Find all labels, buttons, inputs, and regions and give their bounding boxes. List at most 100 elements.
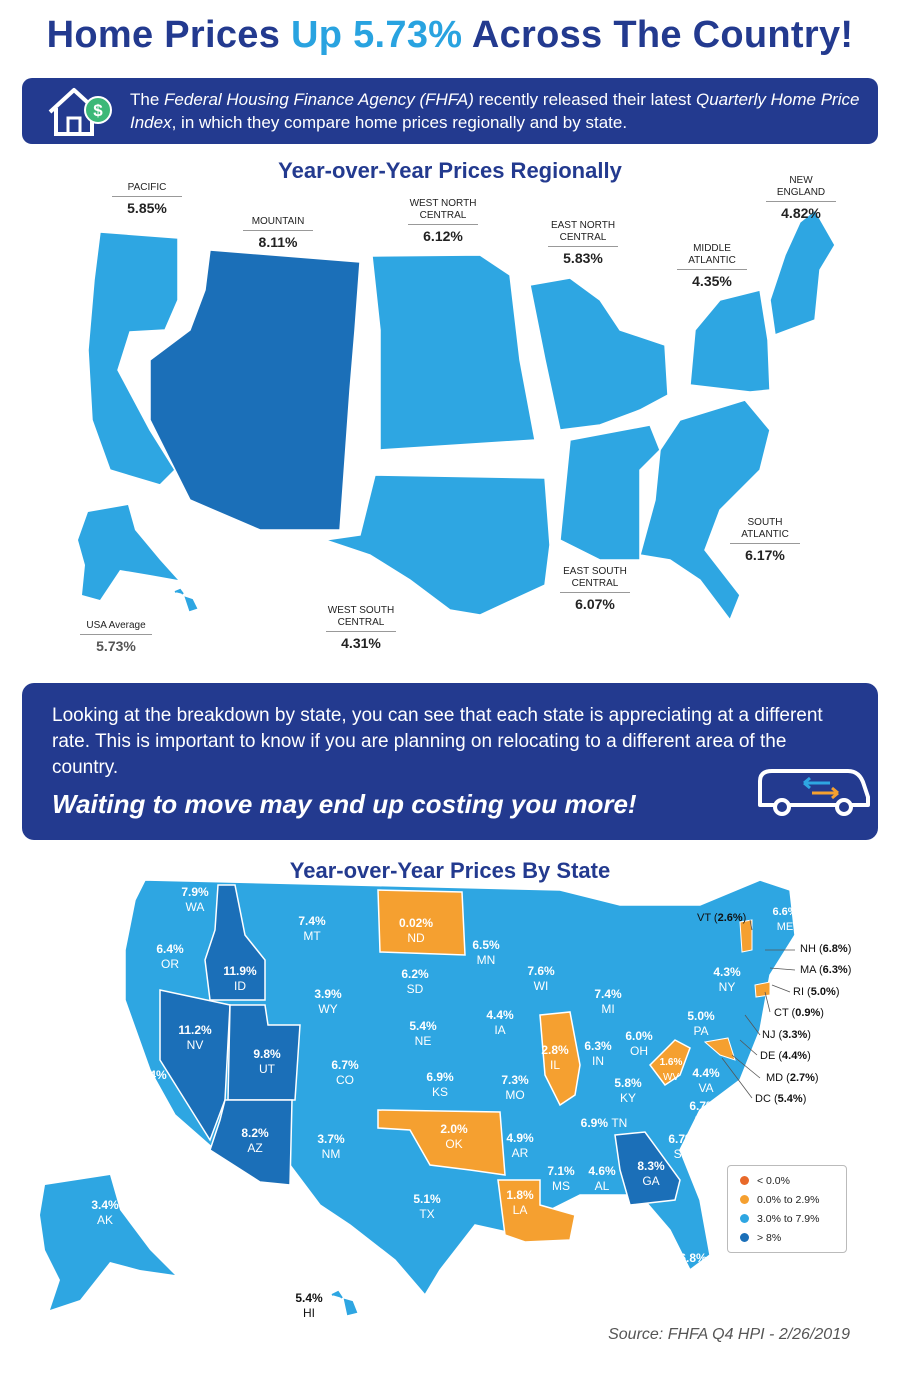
state-label-id: 11.9% ID: [223, 964, 257, 993]
state-label-nm: 3.7% NM: [317, 1132, 345, 1161]
state-label-ky: 5.8% KY: [614, 1076, 642, 1105]
state-label-va: 4.4% VA: [692, 1066, 720, 1095]
state-wv-shape: [649, 1039, 691, 1087]
state-label-wy: 3.9% WY: [314, 987, 342, 1016]
state-label-ga: 8.3% GA: [637, 1159, 665, 1188]
state-label-hi: 5.4% HI: [295, 1291, 323, 1320]
state-section-title: Year-over-Year Prices By State: [289, 858, 611, 883]
message-banner: Looking at the breakdown by state, you c…: [22, 683, 878, 840]
state-label-oh: 6.0% OH: [625, 1029, 653, 1058]
state-label-ks: 6.9% KS: [426, 1070, 454, 1099]
callout-dc: DC (5.4%): [755, 1093, 807, 1105]
state-label-ms: 7.1% MS: [547, 1164, 575, 1193]
state-label-wa: 7.9% WA: [181, 885, 209, 914]
state-label-al: 4.6% AL: [588, 1164, 616, 1193]
state-ct-shape: [754, 981, 771, 998]
moving-van-icon: [752, 761, 872, 826]
title-highlight: Up 5.73%: [291, 14, 463, 56]
intro-banner: $ The Federal Housing Finance Agency (FH…: [22, 78, 878, 144]
state-label-wi: 7.6% WI: [527, 964, 555, 993]
state-ak-shape: [40, 1175, 175, 1310]
region-label-middle-atlantic: MIDDLE ATLANTIC 4.35%: [677, 243, 747, 290]
region-alaska-shape: [78, 505, 178, 600]
state-label-nd: 0.02% ND: [398, 916, 434, 945]
state-label-ia: 4.4% IA: [486, 1008, 514, 1037]
region-label-west-south-central: WEST SOUTH CENTRAL 4.31%: [326, 605, 396, 651]
house-dollar-icon: $: [44, 84, 118, 145]
state-label-mt: 7.4% MT: [298, 914, 326, 943]
svg-text:$: $: [93, 101, 103, 120]
state-label-ny: 4.3% NY: [713, 965, 741, 994]
state-label-la: 1.8% LA: [506, 1188, 534, 1217]
regional-map: [78, 208, 836, 622]
state-nv-shape: [159, 989, 231, 1142]
state-label-sd: 6.2% SD: [401, 967, 429, 996]
legend-swatch: [740, 1214, 749, 1223]
callout-ct: CT (0.9%): [774, 1007, 824, 1019]
legend-swatch: [740, 1233, 749, 1242]
state-ok-shape: [377, 1109, 506, 1176]
state-label-nc: 6.7% NC: [689, 1099, 717, 1128]
region-label-east-north-central: EAST NORTH CENTRAL 5.83%: [548, 220, 618, 267]
region-label-pacific: PACIFIC 5.85%: [112, 182, 182, 217]
region-mountain-shape: [149, 249, 361, 531]
state-az-shape: [209, 1099, 293, 1186]
state-vt-shape: [739, 919, 753, 953]
state-label-nv: 11.2% NV: [178, 1023, 212, 1052]
callout-ri: RI (5.0%): [793, 986, 840, 998]
region-pacific-shape: [87, 231, 179, 486]
region-label-new-england: NEW ENGLAND 4.82%: [766, 175, 836, 222]
region-label-east-south-central: EAST SOUTH CENTRAL 6.07%: [560, 566, 630, 613]
state-label-mn: 6.5% MN: [472, 938, 500, 967]
legend-item: > 8%: [740, 1228, 846, 1247]
legend-item: < 0.0%: [740, 1171, 846, 1190]
callout-vt: VT (2.6%): [697, 912, 747, 924]
regional-section-title: Year-over-Year Prices Regionally: [278, 158, 622, 183]
state-ga-shape: [614, 1131, 681, 1206]
state-nd-shape: [377, 889, 466, 956]
region-label-south-atlantic: SOUTH ATLANTIC 6.17%: [730, 517, 800, 564]
region-east-south-central-shape: [559, 424, 661, 561]
callout-md: MD (2.7%): [766, 1072, 819, 1084]
region-west-north-central-shape: [371, 254, 536, 451]
message-emphasis: Waiting to move may end up costing you m…: [52, 789, 637, 819]
legend-item: 3.0% to 7.9%: [740, 1209, 846, 1228]
state-label-ne: 5.4% NE: [409, 1019, 437, 1048]
region-label-usa-average: USA Average 5.73%: [80, 620, 152, 655]
state-label-tn: 6.9% TN: [580, 1116, 628, 1130]
region-new-england-shape: [769, 208, 836, 337]
state-id-shape: [204, 884, 266, 1001]
region-hawaii-shape: [174, 588, 198, 612]
state-label-ut: 9.8% UT: [253, 1047, 281, 1076]
callout-nh: NH (6.8%): [800, 943, 852, 955]
state-label-il: 2.8% IL: [541, 1043, 569, 1072]
legend-swatch: [740, 1176, 749, 1185]
state-label-co: 6.7% CO: [331, 1058, 359, 1087]
callout-de: DE (4.4%): [760, 1050, 811, 1062]
state-label-fl: 6.8% FL: [679, 1251, 707, 1280]
region-label-west-north-central: WEST NORTH CENTRAL 6.12%: [408, 198, 478, 244]
callout-nj: NJ (3.3%): [762, 1029, 811, 1041]
page-title: Home Prices Up 5.73% Across The Country!: [46, 14, 854, 56]
legend-item: 0.0% to 2.9%: [740, 1190, 846, 1209]
region-middle-atlantic-shape: [689, 289, 771, 393]
state-la-shape: [497, 1179, 576, 1243]
source-note: Source: FHFA Q4 HPI - 2/26/2019: [608, 1326, 850, 1343]
callout-ma: MA (6.3%): [800, 964, 852, 976]
region-label-mountain: MOUNTAIN 8.11%: [243, 216, 313, 251]
state-label-mi: 7.4% MI: [594, 987, 622, 1016]
state-md-shape: [703, 1037, 736, 1061]
region-west-south-central-shape: [324, 474, 551, 616]
state-label-mo: 7.3% MO: [501, 1073, 529, 1102]
state-il-shape: [539, 1011, 581, 1107]
region-east-north-central-shape: [529, 277, 669, 431]
region-south-atlantic-shape: [639, 399, 771, 622]
state-label-tx: 5.1% TX: [413, 1192, 441, 1221]
state-label-sc: 6.7% SC: [668, 1132, 696, 1161]
state-hi-shape: [331, 1290, 358, 1316]
state-label-wv: 1.6% WV: [659, 1057, 683, 1083]
legend-swatch: [740, 1195, 749, 1204]
state-label-ca: 5.4% CA: [139, 1068, 167, 1097]
state-label-pa: 5.0% PA: [687, 1009, 715, 1038]
